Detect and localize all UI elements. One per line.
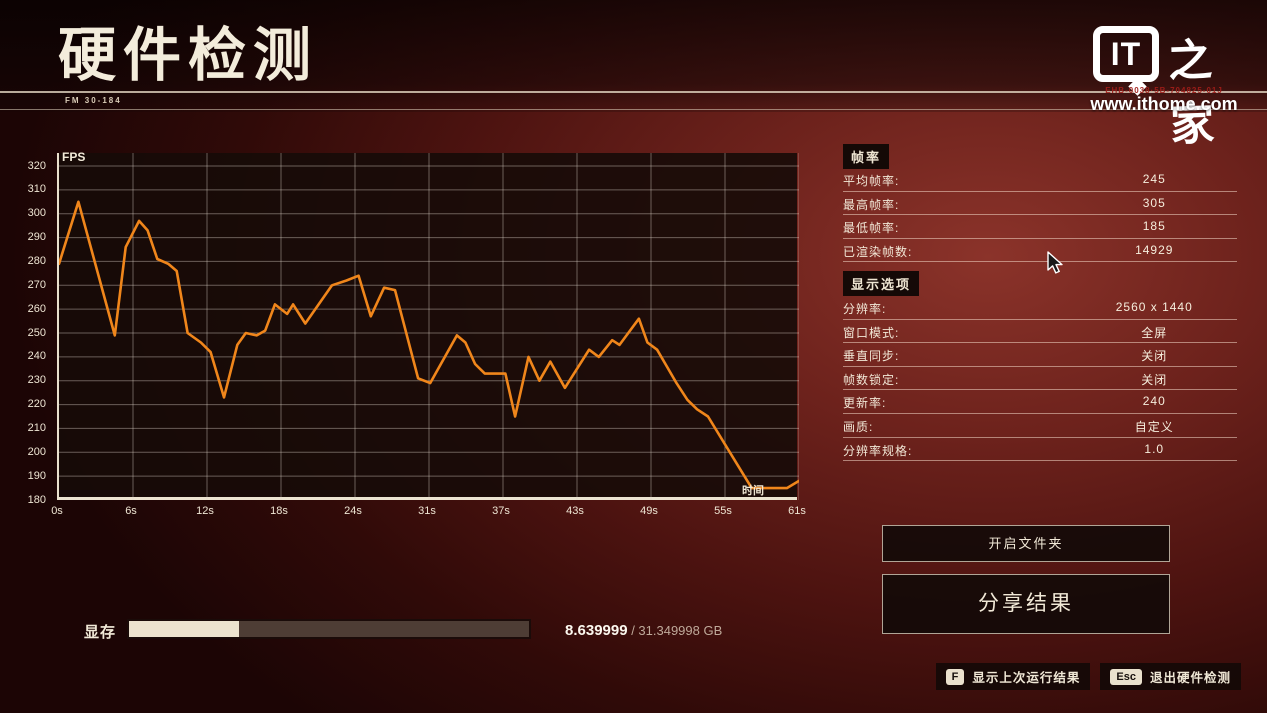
y-tick-label: 230: [27, 374, 46, 387]
x-tick-label: 55s: [714, 505, 732, 517]
watermark-code: EHB-0038·5B-704825-01J: [1105, 86, 1223, 95]
y-tick-label: 310: [27, 183, 46, 196]
y-tick-label: 210: [27, 421, 46, 434]
display-option-label: 更新率:: [843, 396, 887, 411]
hotkey-esc[interactable]: Esc 退出硬件检测: [1100, 663, 1241, 690]
ithome-it-text: IT: [1110, 35, 1142, 72]
vram-total-value: / 31.349998 GB: [627, 623, 723, 638]
display-option-value: 2560 x 1440: [1115, 300, 1193, 314]
y-tick-label: 250: [27, 326, 46, 339]
x-tick-label: 37s: [492, 505, 510, 517]
framerate-stat-value: 245: [1142, 172, 1166, 186]
display-option-value: 1.0: [1144, 441, 1165, 456]
header-divider-bottom: [0, 109, 1267, 110]
chart-y-axis-title: FPS: [62, 150, 86, 164]
hotkey-hints: F 显示上次运行结果 Esc 退出硬件检测: [935, 663, 1241, 690]
display-option-value: 关闭: [1141, 372, 1168, 387]
vram-progress-fill: [129, 621, 240, 637]
display-option-row: 分辨率规格: 1.0: [843, 438, 1237, 462]
display-option-row: 帧数锁定: 关闭: [843, 367, 1237, 391]
hotkey-f[interactable]: F 显示上次运行结果: [935, 663, 1091, 690]
display-option-row: 垂直同步: 关闭: [843, 343, 1237, 367]
ithome-logo: IT 之家 EHB-0038·5B-704825-01J www.ithome.…: [1079, 20, 1249, 150]
doc-code: FM 30-184: [65, 96, 122, 105]
y-tick-label: 320: [27, 159, 46, 172]
vram-progress-bar: [127, 619, 531, 639]
display-option-label: 画质:: [843, 419, 874, 434]
y-tick-label: 240: [27, 350, 46, 363]
display-option-row: 分辨率: 2560 x 1440: [843, 296, 1237, 320]
display-option-label: 分辨率规格:: [843, 443, 913, 458]
hotkey-label: 显示上次运行结果: [972, 671, 1081, 685]
keycap-f: F: [945, 668, 965, 685]
ithome-speech-bubble-icon: IT: [1093, 26, 1159, 82]
display-option-value: 关闭: [1141, 349, 1168, 364]
framerate-stat-row: 最高帧率: 305: [843, 192, 1237, 216]
framerate-stat-row: 最低帧率: 185: [843, 215, 1237, 239]
x-tick-label: 6s: [125, 505, 137, 517]
display-option-label: 窗口模式:: [843, 325, 900, 340]
vram-progress-track: [129, 621, 529, 637]
mouse-cursor-icon: [1047, 251, 1063, 274]
display-option-row: 窗口模式: 全屏: [843, 320, 1237, 344]
keycap-esc: Esc: [1110, 668, 1142, 685]
chart-x-axis-title: 时间: [742, 485, 764, 497]
fps-chart: [57, 153, 799, 500]
framerate-stat-row: 平均帧率: 245: [843, 168, 1237, 192]
fps-line-chart-svg: [59, 153, 799, 500]
y-tick-label: 290: [27, 231, 46, 244]
framerate-stat-label: 最低帧率:: [843, 221, 900, 236]
x-tick-label: 0s: [51, 505, 63, 517]
y-tick-label: 190: [27, 469, 46, 482]
display-option-label: 垂直同步:: [843, 349, 900, 364]
display-option-value: 240: [1142, 394, 1166, 409]
page-title: 硬件检测: [58, 23, 319, 88]
display-option-label: 分辨率:: [843, 302, 887, 316]
vram-used-value: 8.639999: [565, 622, 628, 639]
framerate-stat-label: 已渲染帧数:: [843, 244, 913, 259]
y-tick-label: 220: [27, 398, 46, 411]
vram-label: 显存: [84, 624, 117, 641]
x-tick-label: 24s: [344, 505, 362, 517]
share-results-button[interactable]: 分享结果: [882, 574, 1170, 634]
x-tick-label: 43s: [566, 505, 584, 517]
framerate-stat-value: 14929: [1135, 242, 1174, 257]
x-tick-label: 49s: [640, 505, 658, 517]
y-tick-label: 270: [27, 278, 46, 291]
section-title-framerate: 帧率: [843, 144, 890, 169]
display-options-table: 分辨率: 2560 x 1440 窗口模式: 全屏 垂直同步: 关闭 帧数锁定: 关闭 更新率:…: [843, 296, 1237, 462]
display-option-value: 自定义: [1134, 419, 1174, 434]
y-tick-label: 280: [27, 254, 46, 267]
display-option-label: 帧数锁定:: [843, 372, 900, 387]
y-tick-label: 300: [27, 207, 46, 220]
display-option-row: 画质: 自定义: [843, 414, 1237, 438]
x-tick-label: 31s: [418, 505, 436, 517]
framerate-stat-label: 平均帧率:: [843, 174, 900, 188]
framerate-stats-table: 平均帧率: 245 最高帧率: 305 最低帧率: 185 已渲染帧数: 14929: [843, 168, 1237, 263]
x-tick-label: 61s: [788, 505, 806, 517]
vram-usage-text: 8.639999 / 31.349998 GB: [565, 622, 722, 639]
x-tick-label: 18s: [270, 505, 288, 517]
framerate-stat-label: 最高帧率:: [843, 197, 900, 212]
framerate-stat-row: 已渲染帧数: 14929: [843, 239, 1237, 263]
framerate-stat-value: 305: [1142, 195, 1166, 210]
display-option-row: 更新率: 240: [843, 390, 1237, 414]
ithome-url: www.ithome.com: [1090, 94, 1238, 114]
y-tick-label: 180: [27, 493, 46, 506]
y-tick-label: 200: [27, 445, 46, 458]
y-tick-label: 260: [27, 302, 46, 315]
open-folder-button[interactable]: 开启文件夹: [882, 525, 1170, 562]
fps-line-series: [59, 200, 799, 490]
hotkey-label: 退出硬件检测: [1149, 671, 1231, 685]
section-title-display-options: 显示选项: [843, 271, 920, 296]
header-divider-top: [0, 91, 1267, 93]
header-background: [0, 0, 1267, 112]
framerate-stat-value: 185: [1142, 219, 1166, 234]
display-option-value: 全屏: [1141, 325, 1168, 340]
x-tick-label: 12s: [196, 505, 214, 517]
